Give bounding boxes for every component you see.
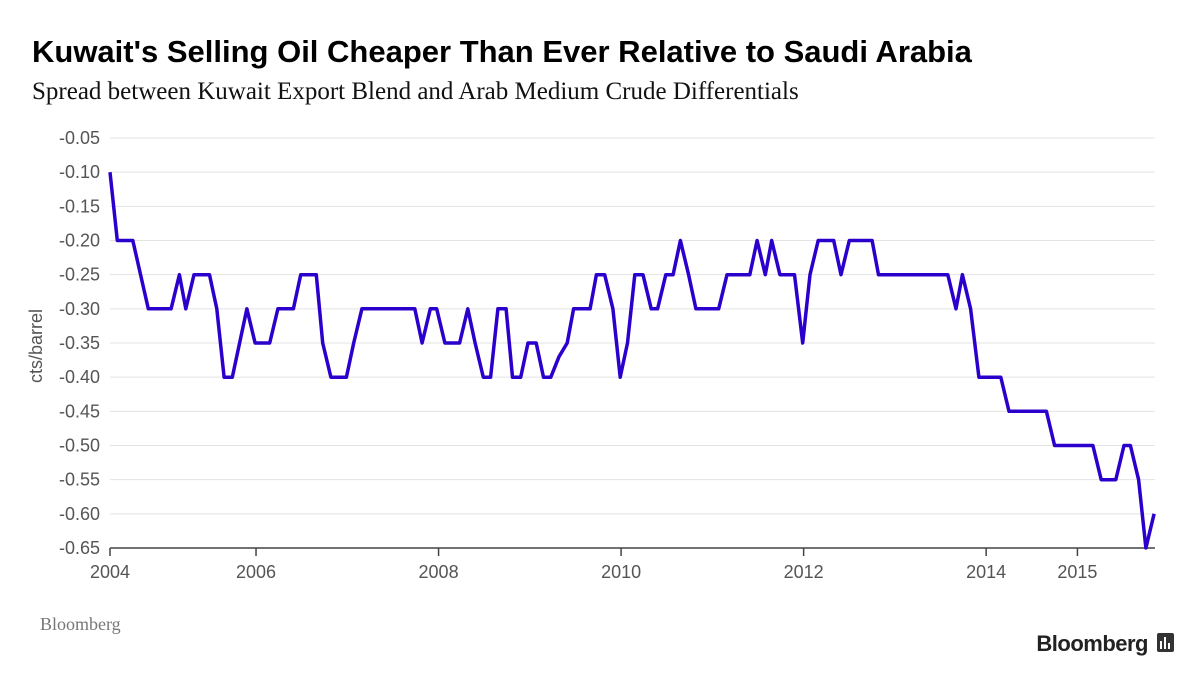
y-tick-label: -0.05 — [59, 128, 100, 148]
x-tick-label: 2004 — [90, 562, 130, 582]
source: Bloomberg — [40, 614, 121, 634]
y-tick-label: -0.15 — [59, 196, 100, 216]
y-tick-label: -0.55 — [59, 470, 100, 490]
x-tick-label: 2014 — [966, 562, 1006, 582]
data-line — [108, 172, 1156, 550]
y-tick-label: -0.10 — [59, 162, 100, 182]
y-tick-label: -0.50 — [59, 436, 100, 456]
y-tick-label: -0.20 — [59, 231, 100, 251]
logo: Bloomberg — [1036, 631, 1148, 656]
y-tick-label: -0.45 — [59, 401, 100, 421]
y-axis-label: cts/barrel — [26, 309, 46, 383]
chart-subtitle: Spread between Kuwait Export Blend and A… — [32, 78, 799, 105]
chart-title: Kuwait's Selling Oil Cheaper Than Ever R… — [32, 34, 973, 69]
x-tick-label: 2006 — [236, 562, 276, 582]
x-tick-label: 2015 — [1057, 562, 1097, 582]
logo-icon — [1157, 633, 1174, 652]
y-tick-label: -0.60 — [59, 504, 100, 524]
y-tick-label: -0.40 — [59, 367, 100, 387]
y-tick-label: -0.25 — [59, 265, 100, 285]
x-tick-label: 2010 — [601, 562, 641, 582]
y-tick-label: -0.35 — [59, 333, 100, 353]
x-tick-label: 2012 — [784, 562, 824, 582]
x-tick-label: 2008 — [419, 562, 459, 582]
y-tick-label: -0.65 — [59, 538, 100, 558]
y-tick-label: -0.30 — [59, 299, 100, 319]
